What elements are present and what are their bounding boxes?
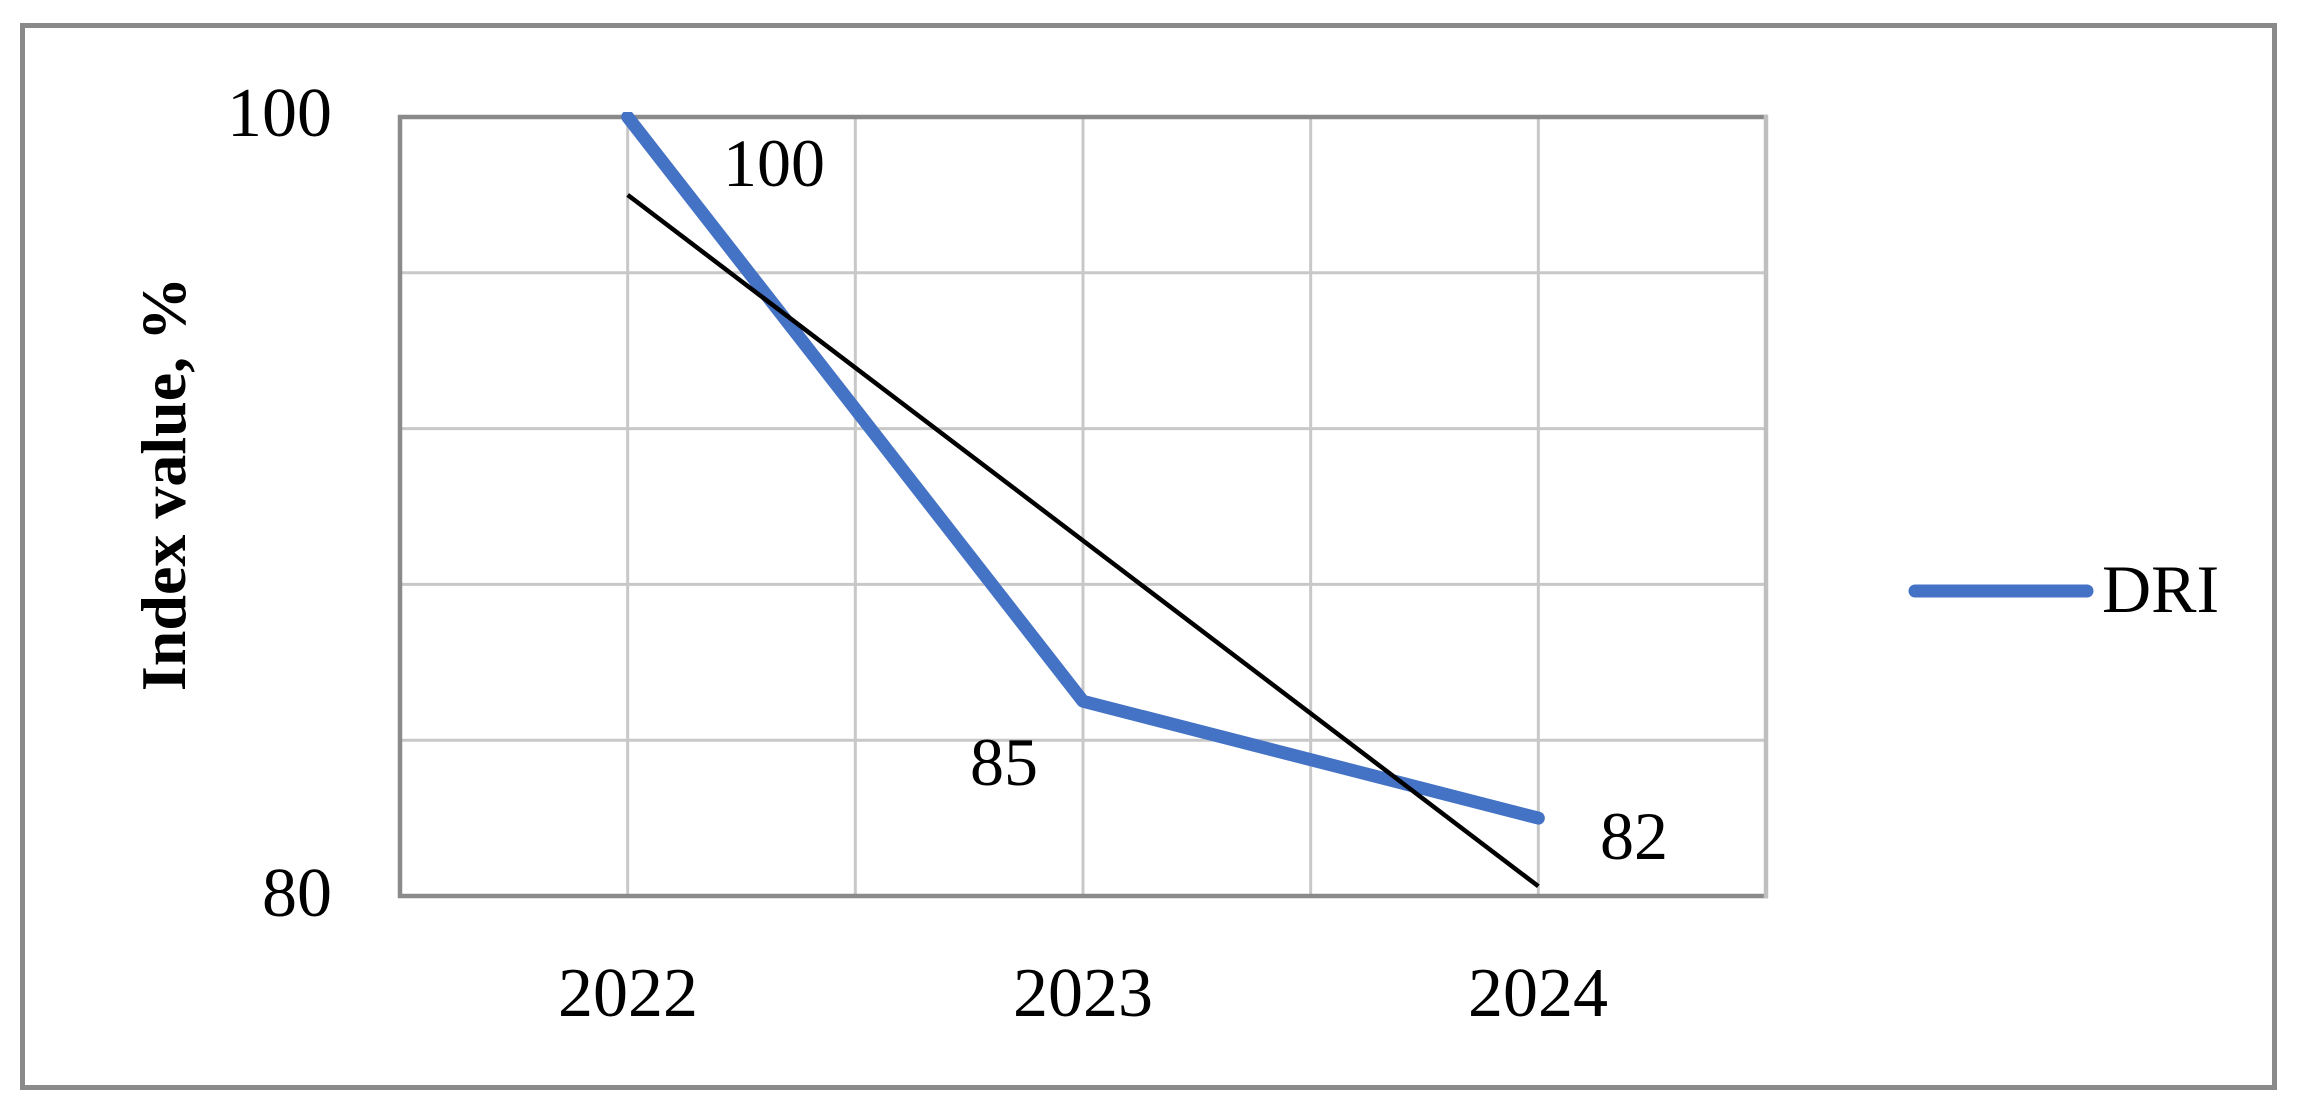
y-tick-80: 80 bbox=[262, 855, 332, 932]
x-tick-2022: 2022 bbox=[558, 955, 698, 1032]
x-tick-2023: 2023 bbox=[1013, 955, 1153, 1032]
data-label-2024: 82 bbox=[1600, 798, 1668, 874]
trendline bbox=[626, 193, 1540, 889]
legend: DRI bbox=[1908, 551, 2219, 627]
y-tick-100: 100 bbox=[227, 75, 332, 152]
x-tick-2024: 2024 bbox=[1468, 955, 1608, 1032]
data-label-2022: 100 bbox=[723, 125, 825, 201]
data-label-2023: 85 bbox=[970, 724, 1038, 800]
figure-border bbox=[20, 23, 2277, 1090]
gridlines bbox=[400, 117, 1766, 896]
y-axis-title: Index value, % bbox=[128, 277, 199, 691]
legend-label-dri: DRI bbox=[2102, 551, 2219, 627]
